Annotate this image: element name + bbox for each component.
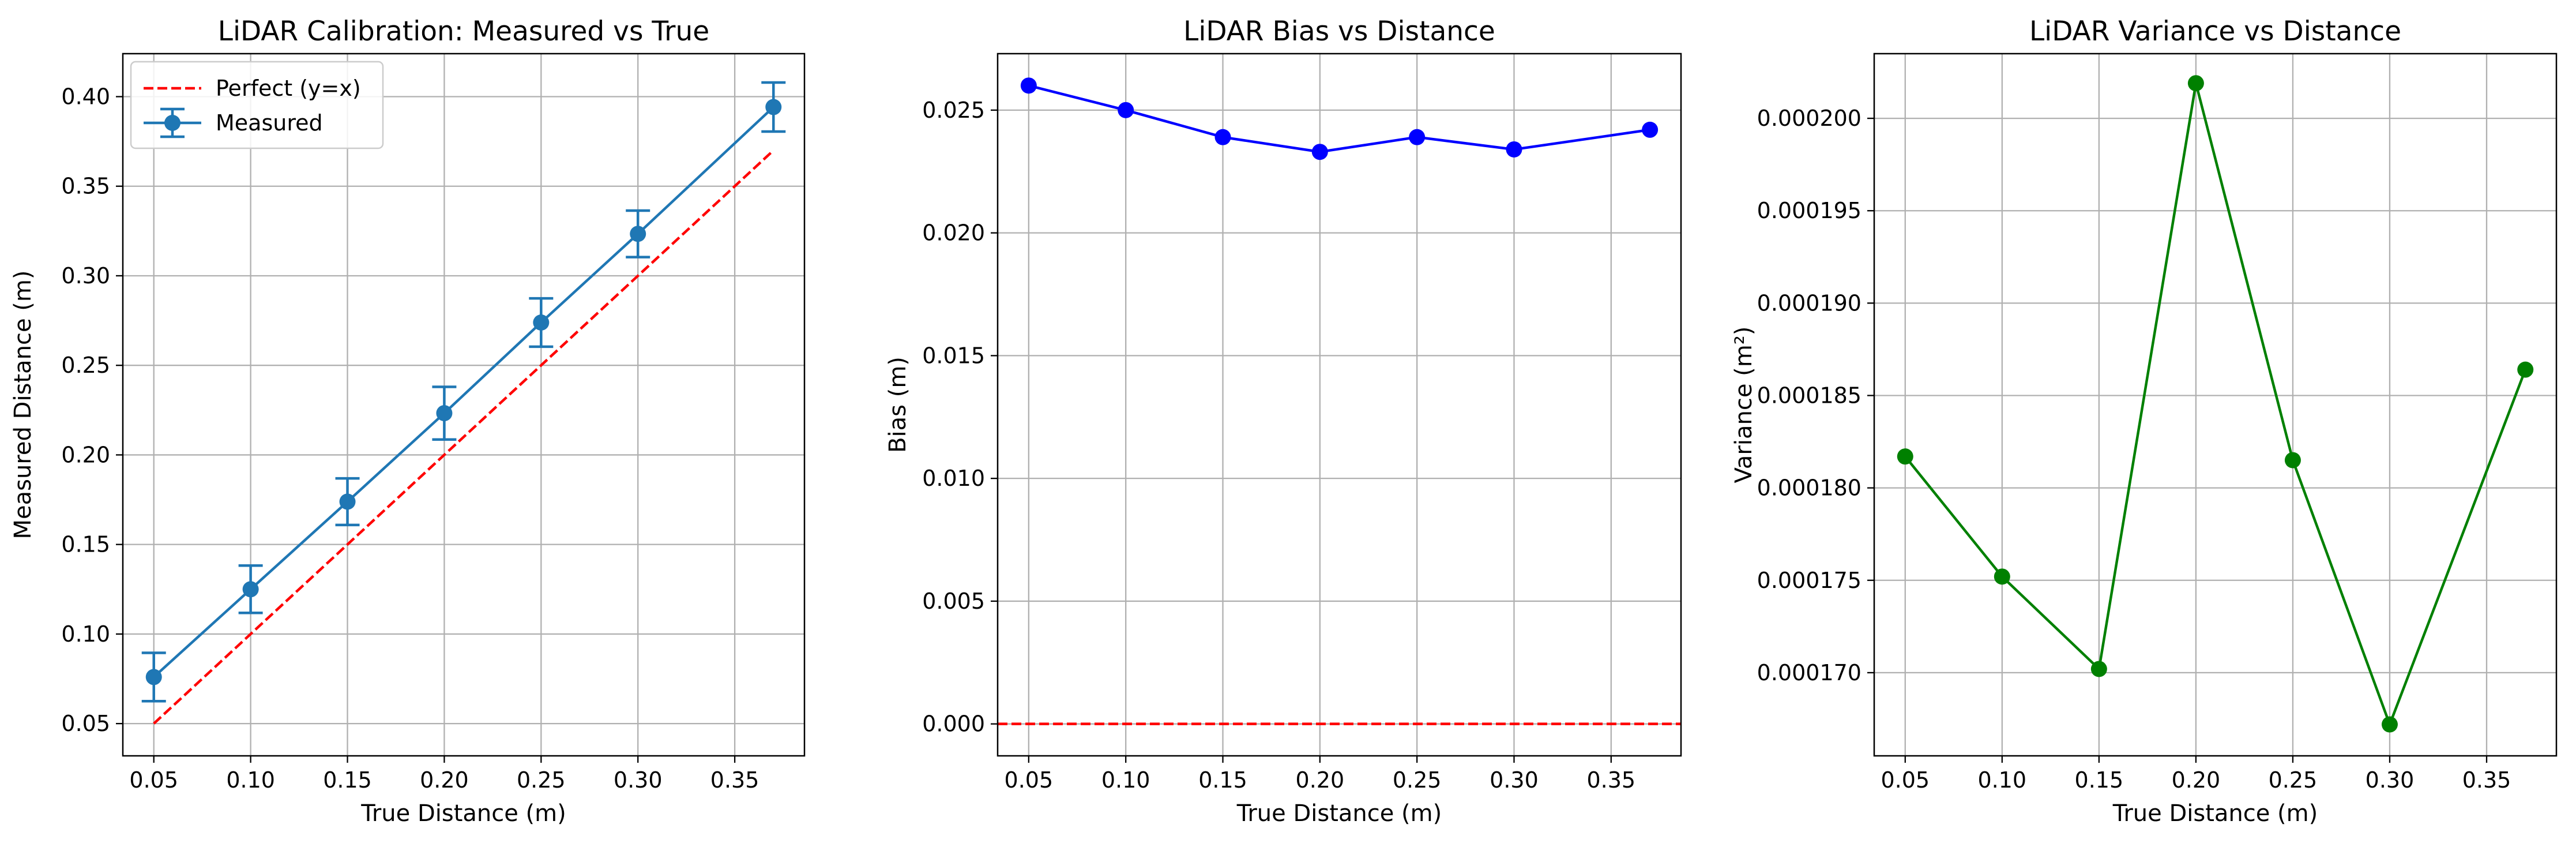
data-point (339, 493, 356, 510)
data-point (2381, 716, 2398, 733)
y-axis-title: Variance (m²) (1731, 327, 1757, 484)
data-point (145, 669, 162, 685)
y-tick-label: 0.30 (61, 263, 110, 288)
perfect-y-x-line (153, 149, 774, 725)
data-point (1994, 568, 2010, 585)
data-point (1020, 77, 1037, 94)
data-point (1506, 141, 1522, 158)
y-tick-label: 0.000190 (1757, 290, 1862, 316)
x-tick-label: 0.30 (614, 767, 663, 793)
data-point (533, 314, 550, 331)
data-point (630, 226, 646, 242)
bias-panel: 0.05 0.10 0.15 0.20 0.25 0.30 0.35 0.000 0.005 0.… (885, 16, 1682, 827)
y-tick-label: 0.020 (922, 220, 985, 246)
data-point (2090, 661, 2107, 677)
legend-box (130, 61, 384, 149)
y-tick-label: 0.005 (922, 589, 985, 614)
x-tick-label: 0.30 (1490, 767, 1539, 793)
x-tick-label: 0.15 (2075, 767, 2124, 793)
y-tick-label: 0.10 (61, 621, 110, 647)
y-axis-title: Measured Distance (m) (10, 271, 36, 539)
y-tick-label: 0.025 (922, 98, 985, 123)
axes-frame (122, 53, 806, 757)
x-tick-label: 0.25 (517, 767, 566, 793)
data-line (1028, 84, 1650, 153)
data-point (1214, 129, 1231, 145)
x-tick-label: 0.30 (2366, 767, 2415, 793)
data-point (2284, 452, 2301, 469)
y-tick-label: 0.20 (61, 442, 110, 467)
y-tick-label: 0.05 (61, 711, 110, 736)
x-tick-label: 0.20 (2172, 767, 2221, 793)
y-tick-label: 0.40 (61, 84, 110, 110)
x-axis-title: True Distance (m) (360, 800, 566, 827)
x-tick-label: 0.20 (420, 767, 469, 793)
x-tick-label: 0.35 (1587, 767, 1636, 793)
y-tick-label: 0.015 (922, 343, 985, 368)
variance-panel: 0.05 0.10 0.15 0.20 0.25 0.30 0.35 0.000170 0.00… (1731, 16, 2558, 827)
legend-swatch-marker (164, 115, 180, 131)
y-tick-label: 0.15 (61, 532, 110, 557)
y-axis-title: Bias (m) (885, 357, 911, 453)
x-tick-label: 0.05 (1881, 767, 1930, 793)
x-tick-label: 0.25 (1393, 767, 1442, 793)
x-tick-label: 0.10 (226, 767, 275, 793)
chart-title: LiDAR Variance vs Distance (2029, 16, 2401, 47)
y-tick-label: 0.000175 (1757, 568, 1862, 593)
y-tick-label: 0.010 (922, 466, 985, 491)
y-tick-label: 0.000200 (1757, 106, 1862, 131)
x-tick-label: 0.20 (1296, 767, 1345, 793)
legend-label: Perfect (y=x) (216, 76, 361, 101)
x-tick-label: 0.05 (129, 767, 178, 793)
calibration-panel: 0.05 0.10 0.15 0.20 0.25 0.30 0.35 0.05 0.10 0.15… (10, 16, 806, 827)
legend-label: Measured (216, 110, 323, 136)
data-point (2517, 361, 2534, 378)
x-axis-title: True Distance (m) (2112, 800, 2318, 827)
x-axis-title: True Distance (m) (1236, 800, 1442, 827)
x-tick-label: 0.15 (323, 767, 372, 793)
y-tick-label: 0.000195 (1757, 198, 1862, 223)
data-point (1311, 144, 1328, 160)
data-point (765, 99, 782, 115)
data-point (1642, 121, 1659, 138)
y-tick-label: 0.000185 (1757, 383, 1862, 408)
y-tick-label: 0.000 (922, 711, 985, 737)
x-tick-label: 0.10 (1101, 767, 1150, 793)
x-tick-label: 0.25 (2269, 767, 2318, 793)
x-tick-label: 0.35 (2462, 767, 2511, 793)
x-tick-label: 0.05 (1005, 767, 1054, 793)
x-tick-label: 0.35 (710, 767, 759, 793)
x-tick-label: 0.10 (1978, 767, 2027, 793)
data-point (1118, 102, 1134, 118)
y-tick-label: 0.000170 (1757, 660, 1862, 685)
axes-frame (996, 53, 1682, 757)
y-tick-label: 0.000180 (1757, 475, 1862, 501)
chart-title: LiDAR Bias vs Distance (1183, 16, 1495, 47)
x-tick-label: 0.15 (1198, 767, 1247, 793)
y-tick-label: 0.35 (61, 174, 110, 199)
data-point (1897, 448, 1913, 465)
data-point (242, 581, 259, 598)
data-point (436, 405, 453, 422)
data-point (2187, 75, 2204, 92)
y-tick-label: 0.25 (61, 353, 110, 378)
data-point (1409, 129, 1426, 145)
data-line (1904, 83, 2527, 729)
axes-frame (1873, 53, 2558, 757)
chart-title: LiDAR Calibration: Measured vs True (218, 16, 709, 47)
